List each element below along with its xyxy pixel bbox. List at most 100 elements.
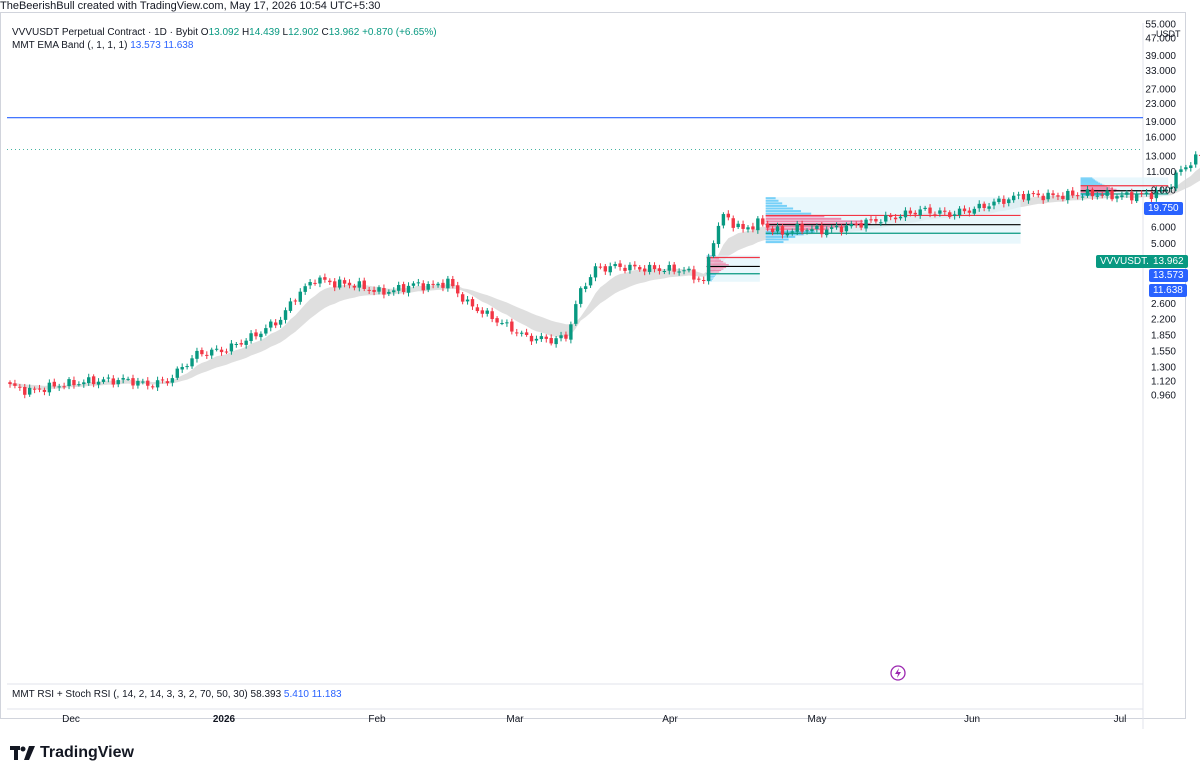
candle-body-125 <box>623 267 627 271</box>
time-tick-3: Mar <box>506 714 524 725</box>
candle-body-232 <box>1149 192 1154 200</box>
candle-body-228 <box>1130 192 1134 201</box>
candle-body-152 <box>756 218 760 231</box>
snapshot-icon <box>890 665 906 681</box>
candle-body-194 <box>962 208 967 212</box>
vp-row-1-4 <box>765 230 815 233</box>
candle-body-23 <box>121 378 125 380</box>
candle-body-137 <box>682 270 686 272</box>
candle-body-87 <box>436 283 440 286</box>
vp-row-2-11 <box>1080 183 1103 185</box>
candle-body-121 <box>603 266 608 272</box>
vp-row-1-3 <box>765 233 804 236</box>
candle-body-43 <box>219 349 224 353</box>
vp-row-2-17 <box>1080 177 1093 179</box>
o-value: 13.092 <box>208 27 240 38</box>
candle-body-10 <box>57 386 61 388</box>
candle-body-109 <box>544 336 548 339</box>
candle-body-174 <box>864 219 868 229</box>
price-tick-9: 11.000 <box>1146 167 1176 178</box>
candle-body-204 <box>1011 195 1016 201</box>
candle-body-74 <box>372 289 376 292</box>
candle-body-37 <box>190 358 194 367</box>
vp-row-1-6 <box>765 225 848 228</box>
price-tick-4: 27.000 <box>1145 85 1176 96</box>
candle-body-148 <box>736 223 740 228</box>
candle-body-85 <box>426 284 430 290</box>
time-ticks-group: Dec 2026 Feb Mar Apr May Jun Jul <box>62 714 1126 725</box>
c-value: 13.962 <box>328 27 360 38</box>
candle-body-114 <box>569 324 573 340</box>
candle-body-31 <box>160 379 165 381</box>
candle-body-134 <box>667 265 671 271</box>
candle-body-216 <box>1071 190 1075 196</box>
candle-body-154 <box>765 223 770 228</box>
candle-body-238 <box>1179 169 1183 172</box>
c-label: C <box>321 27 329 38</box>
candle-body-158 <box>785 233 790 236</box>
candle-body-91 <box>456 285 460 294</box>
candle-body-239 <box>1184 167 1188 170</box>
vp-row-1-1 <box>765 238 789 241</box>
candle-body-145 <box>721 214 726 226</box>
candle-body-14 <box>77 384 81 386</box>
candle-body-81 <box>406 285 411 293</box>
candle-body-150 <box>746 227 750 230</box>
candle-body-112 <box>559 335 563 339</box>
snapshot-icon-bolt <box>895 668 901 678</box>
candle-body-86 <box>431 283 435 285</box>
candle-body-129 <box>642 268 647 272</box>
candle-body-207 <box>1026 193 1031 201</box>
candle-body-168 <box>834 225 839 228</box>
candle-body-16 <box>87 377 91 384</box>
candle-body-67 <box>337 279 342 288</box>
candle-body-203 <box>1007 199 1011 204</box>
candle-body-133 <box>662 270 667 272</box>
vp-row-1-8 <box>765 220 864 223</box>
price-tick-7: 16.000 <box>1145 133 1176 144</box>
candle-body-97 <box>485 310 489 314</box>
vp-row-2-8 <box>1080 186 1110 188</box>
hline-price-tag: 19.750 <box>1144 202 1183 215</box>
candle-body-50 <box>254 332 258 337</box>
candle-body-25 <box>131 378 135 386</box>
candle-body-100 <box>500 323 504 325</box>
candle-body-13 <box>72 380 76 386</box>
ema-slow-tag: 11.638 <box>1149 284 1187 297</box>
candle-body-93 <box>465 299 470 302</box>
candle-body-35 <box>180 367 184 370</box>
price-tick-22: 1.120 <box>1151 376 1176 387</box>
rsi-legend: MMT RSI + Stoch RSI (, 14, 2, 14, 3, 3, … <box>12 689 342 700</box>
candle-body-24 <box>126 378 130 380</box>
o-label: O <box>200 27 209 38</box>
candle-body-179 <box>888 215 893 218</box>
candle-body-64 <box>323 277 327 280</box>
candle-body-73 <box>367 289 371 291</box>
vp-row-2-6 <box>1080 188 1117 190</box>
rsi-value-2: 5.410 <box>283 689 309 700</box>
candle-body-181 <box>898 216 903 219</box>
candle-body-190 <box>943 210 947 212</box>
candle-body-70 <box>352 285 357 288</box>
candle-body-187 <box>928 207 932 214</box>
candle-body-177 <box>879 222 883 224</box>
vp-row-2-10 <box>1080 184 1105 186</box>
tradingview-logo[interactable]: TradingView <box>10 744 134 762</box>
price-tick-19: 1.850 <box>1151 330 1176 341</box>
candle-body-198 <box>982 203 986 209</box>
candle-body-128 <box>638 267 642 270</box>
vp-row-1-15 <box>765 202 783 205</box>
candle-body-19 <box>101 379 106 382</box>
tradingview-icon <box>10 746 35 760</box>
ema-fast-value: 13.573 <box>130 40 161 51</box>
candle-body-220 <box>1090 189 1095 197</box>
vp-row-1-10 <box>765 215 825 218</box>
candle-body-90 <box>451 279 455 287</box>
candle-body-94 <box>470 299 475 307</box>
candle-body-196 <box>972 208 977 214</box>
candle-body-20 <box>106 377 111 379</box>
candle-body-214 <box>1061 195 1065 200</box>
candle-body-170 <box>844 225 849 232</box>
candle-body-80 <box>401 284 406 292</box>
